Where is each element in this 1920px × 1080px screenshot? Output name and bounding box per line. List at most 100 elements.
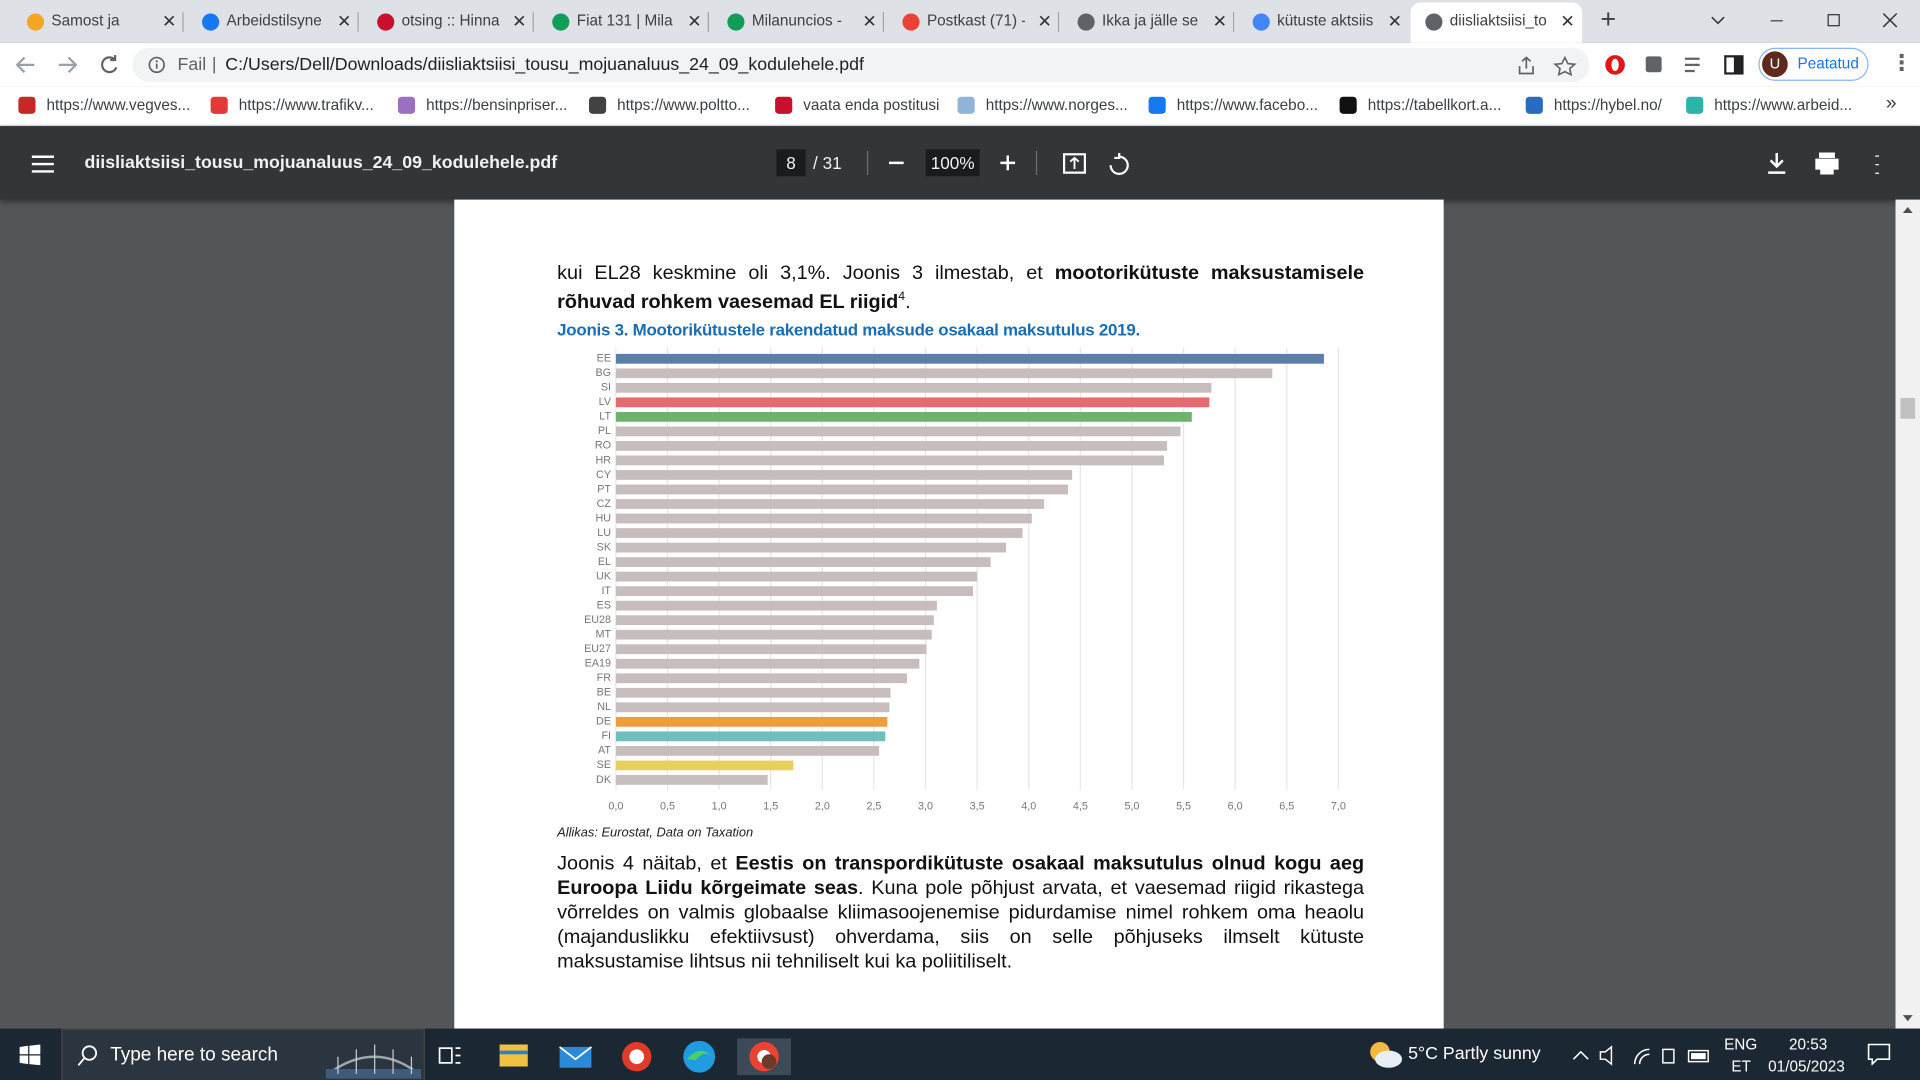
bookmark-icon [397, 96, 416, 114]
tab[interactable]: Fiat 131 | Mila ✕ [538, 5, 709, 38]
tab[interactable]: kütuste aktsiis ✕ [1238, 5, 1409, 38]
bookmark[interactable]: https://hybel.no/ [1525, 96, 1662, 114]
tab-close[interactable]: ✕ [862, 11, 877, 31]
omnibox-actions [1518, 55, 1577, 77]
tab-search[interactable] [1711, 16, 1725, 25]
search-box[interactable]: Type here to search [61, 1028, 425, 1080]
tab[interactable]: diisliaktsiisi_to ✕ [1410, 2, 1583, 43]
tab-title: Samost ja [51, 12, 120, 30]
zoom-in[interactable] [999, 154, 1016, 171]
input-language[interactable]: ENG [1724, 1035, 1758, 1054]
notifications[interactable] [1867, 1043, 1891, 1066]
tab-title: Arbeidstilsyne [226, 12, 322, 30]
tab-close[interactable]: ✕ [512, 11, 527, 31]
tab[interactable]: Samost ja ✕ [12, 5, 184, 38]
tab-separator [707, 12, 709, 32]
extensions-icon[interactable] [1645, 56, 1662, 73]
bookmark[interactable]: https://tabellkort.a... [1339, 96, 1501, 114]
x-tick-label: 0,0 [608, 801, 623, 813]
weather-icon[interactable] [1367, 1038, 1404, 1070]
tab[interactable]: Postkast (71) - ✕ [888, 5, 1060, 38]
new-tab-button[interactable]: + [1600, 3, 1617, 35]
bar [615, 441, 1168, 451]
tab-close[interactable]: ✕ [1037, 11, 1052, 31]
battery[interactable] [1687, 1049, 1709, 1063]
tab-close[interactable]: ✕ [337, 11, 352, 31]
rotate[interactable] [1109, 153, 1129, 175]
profile-button[interactable]: U Peatatud [1758, 47, 1869, 81]
tab[interactable]: Ikka ja jälle se ✕ [1063, 5, 1235, 38]
bookmark[interactable]: https://bensinpriser... [397, 96, 567, 114]
forward-button[interactable] [58, 56, 78, 74]
bar [615, 499, 1045, 509]
bookmark-icon [957, 96, 975, 114]
bookmark[interactable]: https://www.vegves... [18, 96, 190, 114]
bookmark[interactable]: https://www.arbeid... [1686, 96, 1852, 114]
y-tick-label: PL [598, 425, 611, 437]
text-run: . [905, 290, 911, 313]
tab[interactable]: otsing :: Hinna ✕ [362, 5, 534, 38]
bookmark[interactable]: https://www.facebo... [1148, 96, 1318, 114]
tab-close[interactable]: ✕ [1560, 11, 1575, 31]
tab-close[interactable]: ✕ [1387, 11, 1403, 31]
scroll-up[interactable] [1902, 206, 1913, 214]
device[interactable] [1662, 1048, 1675, 1064]
share-icon[interactable] [1518, 56, 1534, 75]
page-input[interactable]: 8 [776, 149, 806, 177]
pdf-filename: diisliaktsiisi_tousu_mojuanaluus_24_09_k… [84, 153, 558, 173]
tray-expand[interactable] [1572, 1050, 1589, 1060]
y-tick-label: DE [596, 716, 611, 728]
tab-close[interactable]: ✕ [687, 11, 702, 31]
bookmark[interactable]: https://www.poltto... [588, 96, 750, 114]
y-tick-label: LV [599, 396, 612, 408]
tab[interactable]: Arbeidstilsyne ✕ [187, 5, 359, 38]
fit-page[interactable] [1062, 153, 1087, 174]
bar-chart: 0,0 0,5 1,0 1,5 2,0 2,5 3,0 3,5 4,0 4,5 5,0 5,5 6,0 6… [584, 347, 1346, 813]
scroll-down[interactable] [1902, 1015, 1913, 1022]
text-run: Eestis on transpordikütuste osakaal maks… [557, 852, 1365, 899]
y-tick-label: BE [597, 687, 611, 699]
scroll-thumb[interactable] [1900, 397, 1916, 419]
volume[interactable] [1599, 1045, 1613, 1066]
reading-list[interactable] [1684, 57, 1700, 73]
print[interactable] [1815, 152, 1839, 175]
start-button[interactable] [19, 1044, 41, 1066]
bookmarks-more[interactable]: » [1885, 93, 1897, 114]
bar [615, 353, 1324, 364]
x-tick-label: 2,5 [866, 801, 881, 813]
download[interactable] [1768, 153, 1786, 174]
bar [615, 513, 1032, 524]
clock-time[interactable]: 20:53 [1788, 1035, 1828, 1054]
menu-button[interactable]: ⋮ [1890, 50, 1913, 75]
zoom-out[interactable] [888, 154, 905, 171]
bookmark[interactable]: https://www.trafikv... [210, 96, 374, 114]
bar [615, 571, 978, 582]
file-explorer[interactable] [499, 1044, 528, 1067]
bookmark[interactable]: https://www.norges... [957, 96, 1128, 114]
reload-button[interactable] [101, 55, 118, 74]
close-window[interactable] [1882, 12, 1898, 28]
bar [615, 484, 1068, 495]
omnibox[interactable]: Fail | C:/Users/Dell/Downloads/diisliakt… [132, 47, 1590, 83]
bookmark-icon [1686, 96, 1704, 114]
tab[interactable]: Milanuncios - ✕ [713, 5, 885, 38]
task-view[interactable] [438, 1047, 453, 1064]
bookmark[interactable]: vaata enda postitusi [775, 96, 939, 114]
y-tick-label: RO [595, 440, 611, 452]
edge[interactable] [683, 1040, 716, 1073]
zoom-input[interactable]: 100% [925, 149, 980, 177]
bar [615, 775, 768, 785]
back-button[interactable] [15, 56, 35, 74]
y-tick-label: FI [601, 730, 611, 742]
y-tick-label: EA19 [585, 658, 611, 670]
tab-favicon [902, 13, 920, 31]
tab-favicon [377, 13, 395, 31]
restore[interactable] [1827, 14, 1840, 27]
tab-close[interactable]: ✕ [1212, 11, 1227, 31]
sidebar-toggle[interactable] [31, 154, 55, 174]
network[interactable] [1633, 1048, 1650, 1065]
bookmark-icon [1148, 96, 1166, 114]
bookmark-star[interactable] [1553, 55, 1577, 77]
tab-close[interactable]: ✕ [161, 11, 177, 31]
